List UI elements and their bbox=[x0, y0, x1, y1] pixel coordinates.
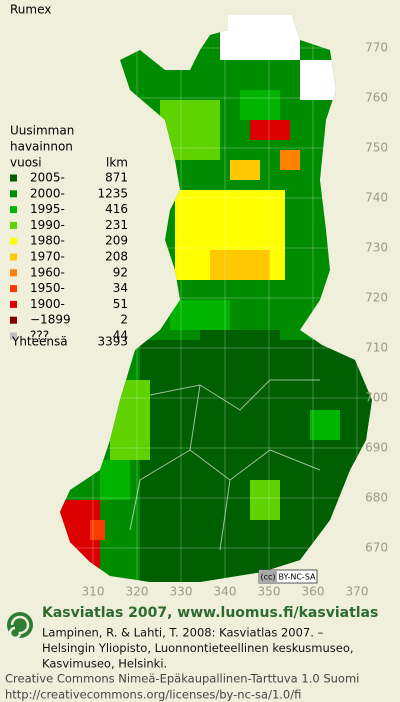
legend-label: 1990- bbox=[30, 218, 65, 232]
x-tick-label: 330 bbox=[170, 585, 193, 599]
legend-count: 209 bbox=[105, 234, 128, 248]
legend-label: ??? bbox=[30, 329, 49, 343]
legend-label: 1995- bbox=[30, 202, 65, 216]
cc-badge: (cc) BY-NC-SA bbox=[258, 569, 318, 584]
legend-count: 1235 bbox=[97, 186, 128, 200]
legend-count: 2 bbox=[120, 313, 128, 327]
x-tick-label: 370 bbox=[346, 585, 369, 599]
svg-text:(cc): (cc) bbox=[260, 573, 275, 582]
legend: Uusimman havainnon vuosi lkm 2005- 871 2000- 12… bbox=[10, 124, 128, 349]
finland-map bbox=[60, 15, 372, 582]
legend-count: 416 bbox=[105, 202, 128, 216]
legend-year-header: vuosi bbox=[10, 156, 42, 170]
x-tick-label: 360 bbox=[302, 585, 325, 599]
legend-swatch bbox=[10, 206, 17, 214]
legend-swatch bbox=[10, 237, 17, 245]
legend-label: 1950- bbox=[30, 281, 65, 295]
legend-count: 208 bbox=[105, 250, 128, 264]
legend-total-label: Yhteensä bbox=[11, 335, 68, 349]
legend-count: 34 bbox=[113, 281, 128, 295]
legend-swatch bbox=[10, 253, 17, 261]
x-tick-label: 320 bbox=[126, 585, 149, 599]
x-tick-label: 340 bbox=[214, 585, 237, 599]
citation-line: Helsingin Yliopisto, Luonnontieteellinen… bbox=[42, 641, 354, 655]
y-tick-label: 740 bbox=[365, 191, 388, 205]
citation-line: Lampinen, R. & Lahti, T. 2008: Kasviatla… bbox=[42, 626, 324, 640]
legend-swatch bbox=[10, 190, 17, 198]
legend-swatch bbox=[10, 316, 17, 324]
y-tick-label: 760 bbox=[365, 91, 388, 105]
legend-label: 1980- bbox=[30, 234, 65, 248]
legend-total: 3393 bbox=[97, 335, 128, 349]
legend-swatch bbox=[10, 300, 17, 308]
license-line: Creative Commons Nimeä-Epäkaupallinen-Ta… bbox=[5, 672, 359, 686]
y-tick-label: 730 bbox=[365, 241, 388, 255]
y-tick-label: 720 bbox=[365, 291, 388, 305]
legend-swatch bbox=[10, 221, 17, 229]
legend-label: 1970- bbox=[30, 250, 65, 264]
legend-swatch bbox=[10, 332, 17, 340]
y-tick-label: 770 bbox=[365, 41, 388, 55]
legend-label: 2000- bbox=[30, 186, 65, 200]
y-tick-label: 670 bbox=[365, 541, 388, 555]
x-tick-label: 350 bbox=[258, 585, 281, 599]
x-tick-label: 310 bbox=[82, 585, 105, 599]
y-tick-label: 680 bbox=[365, 491, 388, 505]
y-tick-label: 750 bbox=[365, 141, 388, 155]
badge-text: BY-NC-SA bbox=[278, 573, 316, 582]
citation-line: Kasvimuseo, Helsinki. bbox=[42, 657, 167, 671]
license-line: http://creativecommons.org/licenses/by-n… bbox=[5, 688, 301, 702]
y-tick-label: 690 bbox=[365, 441, 388, 455]
species-title: Rumex bbox=[10, 3, 51, 17]
y-tick-label: 700 bbox=[365, 391, 388, 405]
legend-heading: havainnon bbox=[10, 140, 73, 154]
legend-swatch bbox=[10, 174, 17, 182]
legend-label: 1900- bbox=[30, 297, 65, 311]
legend-swatch bbox=[10, 269, 17, 277]
logo bbox=[7, 612, 33, 640]
legend-count: 51 bbox=[113, 297, 128, 311]
legend-label: −1899 bbox=[30, 313, 71, 327]
legend-count-header: lkm bbox=[106, 156, 128, 170]
footer-heading: Kasviatlas 2007, www.luomus.fi/kasviatla… bbox=[42, 605, 378, 621]
y-tick-label: 710 bbox=[365, 341, 388, 355]
legend-label: 1960- bbox=[30, 265, 65, 279]
legend-count: 44 bbox=[113, 329, 128, 343]
legend-heading: Uusimman bbox=[10, 124, 74, 138]
legend-swatch bbox=[10, 285, 17, 293]
legend-count: 92 bbox=[113, 265, 128, 279]
legend-label: 2005- bbox=[30, 171, 65, 185]
legend-count: 231 bbox=[105, 218, 128, 232]
legend-count: 871 bbox=[105, 171, 128, 185]
